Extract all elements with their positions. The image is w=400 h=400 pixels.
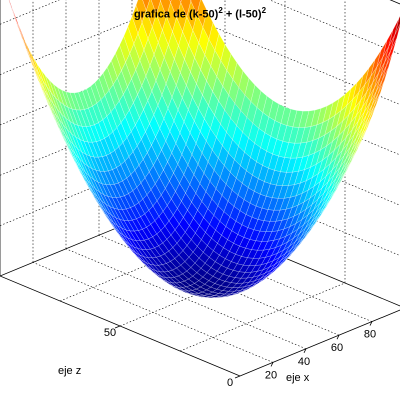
x-axis-label: eje x bbox=[286, 372, 310, 384]
title-part-2: + (l-50) bbox=[222, 8, 262, 21]
z-tick-label: 0 bbox=[227, 377, 233, 389]
title-exp-1: 2 bbox=[218, 6, 223, 15]
x-tick-label: 60 bbox=[331, 342, 343, 354]
surface-cell bbox=[394, 15, 400, 35]
x-tick-mark bbox=[270, 362, 274, 367]
surface-cell bbox=[28, 49, 40, 75]
surface-cell bbox=[179, 0, 182, 3]
x-tick-label: 20 bbox=[265, 369, 277, 381]
x-tick-label: 80 bbox=[364, 329, 376, 341]
x-axis-line bbox=[239, 309, 400, 377]
title-part-1: grafica de (k-50) bbox=[133, 8, 219, 21]
surface-cell bbox=[169, 0, 172, 3]
x-tick-mark bbox=[369, 321, 373, 326]
z-tick-mark bbox=[114, 325, 121, 329]
tick-labels: 20 40 60 80 0 50 bbox=[104, 321, 376, 389]
surface-mesh bbox=[8, 0, 400, 299]
chart-title: grafica de (k-50)2 + (l-50)2 bbox=[0, 6, 400, 21]
z-tick-label: 50 bbox=[104, 327, 116, 339]
z-tick-mark bbox=[234, 375, 241, 379]
title-exp-2: 2 bbox=[261, 6, 267, 15]
grid-line bbox=[269, 0, 400, 55]
x-tick-mark bbox=[336, 335, 340, 340]
x-tick-mark bbox=[303, 348, 307, 353]
x-tick-label: 40 bbox=[298, 356, 310, 368]
z-axis-label: eje z bbox=[58, 365, 82, 377]
